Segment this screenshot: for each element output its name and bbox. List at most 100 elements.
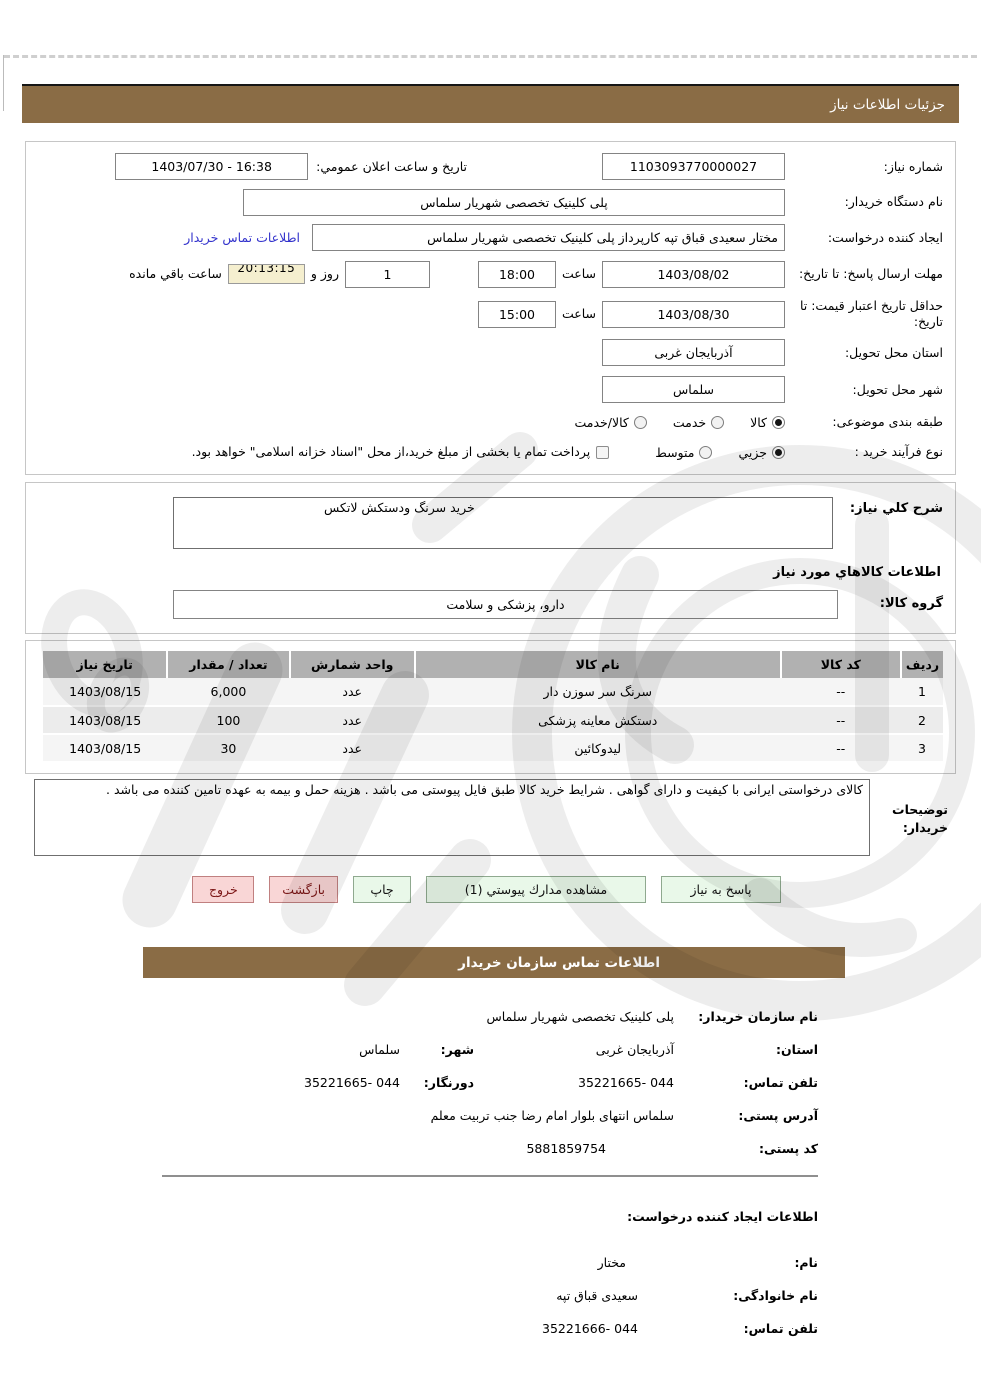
print-button[interactable]: چاپ (353, 876, 411, 903)
radio-service-label: خدمت (672, 414, 707, 430)
table-cell: 100 (167, 706, 290, 735)
process-type-label: نوع فرآیند خرید : (854, 444, 943, 460)
hours-remaining-label: ساعت باقي مانده (129, 266, 222, 282)
goods-group-input[interactable]: دارو، پزشکی و سلامت (173, 590, 838, 619)
org-name-label: نام سازمان خریدار: (698, 1009, 818, 1024)
table-cell: 3 (900, 734, 943, 763)
reply-deadline-date-input[interactable]: 1403/08/02 (602, 260, 785, 288)
buyer-contact-link[interactable]: اطلاعات تماس خریدار (184, 230, 300, 245)
price-validity-time-input[interactable]: 15:00 (477, 300, 556, 328)
table-cell: -- (780, 734, 901, 763)
org-postal-label: کد پستی: (758, 1141, 818, 1156)
table-cell: عدد (289, 678, 415, 707)
radio-service[interactable] (711, 415, 725, 429)
org-city-label: شهر: (440, 1042, 474, 1057)
buyer-org-input[interactable]: پلی کلینیک تخصصی شهریار سلماس (243, 188, 785, 216)
creator-last-name-value: سعیدی قباق تپه (556, 1288, 638, 1303)
buyer-notes-textarea[interactable]: کالای درخواستی ایرانی با کیفیت و دارای گ… (34, 779, 870, 856)
page-title-bar: جزئیات اطلاعات نیاز (22, 84, 959, 123)
goods-table-panel: ردیف کد کالا نام کالا واحد شمارش تعداد / مقد… (25, 640, 956, 774)
request-creator-label: ایجاد کننده درخواست: (827, 229, 943, 245)
table-cell: 1403/08/15 (43, 706, 168, 735)
org-phone-value: 35221665- 044 (578, 1075, 674, 1090)
reply-deadline-row: مهلت ارسال پاسخ: تا تاریخ: 1403/08/02 سا… (30, 254, 951, 294)
radio-goods-service[interactable] (633, 415, 647, 429)
price-validity-row: حداقل تاریخ اعتبار قیمت: تا تاریخ: 1403/… (30, 294, 951, 334)
buyer-contact-bar-title: اطلاعات تماس سازمان خریدار (458, 954, 660, 971)
buyer-org-label: نام دستگاه خریدار: (844, 194, 943, 210)
radio-minor[interactable] (772, 445, 785, 459)
org-city-value: سلماس (359, 1042, 400, 1057)
back-button[interactable]: بازگشت (269, 876, 338, 903)
need-number-input[interactable]: 1103093770000027 (602, 153, 785, 180)
column-header: ردیف (899, 651, 943, 678)
delivery-province-row: استان محل تحویل: آذربایجان غربی (30, 334, 951, 371)
column-header: تاریخ نیاز (43, 651, 168, 678)
delivery-city-input[interactable]: سلماس (602, 376, 785, 403)
process-type-row: نوع فرآیند خرید : جزيي متوسط پرداخت تمام… (30, 436, 951, 468)
column-header: واحد شمارش (288, 651, 415, 678)
reply-button[interactable]: پاسخ به نیاز (661, 876, 781, 903)
request-creator-input[interactable]: مختار سعیدی قباق تپه کارپرداز پلی کلینیک… (312, 224, 785, 251)
table-row: 2 -- دستکش معاینه پزشکی عدد 100 1403/08/15 (43, 706, 943, 735)
goods-info-heading: اطلاعات کالاهاي مورد نیاز (773, 565, 941, 580)
countdown-box: 20:13:15 (227, 264, 305, 284)
table-cell: -- (780, 706, 901, 735)
org-address-label: آدرس پستی: (738, 1108, 818, 1123)
radio-goods-service-label: کالا/خدمت (574, 414, 629, 430)
column-header: کد کالا (779, 651, 901, 678)
price-validity-date-input[interactable]: 1403/08/30 (602, 300, 785, 328)
table-row: 1 -- سرنگ سر سوزن دار عدد 6,000 1403/08/15 (43, 678, 943, 707)
price-validity-hour-label: ساعت (561, 306, 596, 322)
top-dashed-separator (4, 55, 977, 58)
action-buttons-row: پاسخ به نیاز مشاهده مدارك پیوستي (1) چاپ… (0, 876, 781, 903)
table-cell: 2 (900, 706, 943, 735)
org-address-value: سلماس انتهای بلوار امام رضا جنب تربیت مع… (430, 1108, 674, 1123)
radio-goods[interactable] (772, 415, 785, 429)
description-panel: شرح كلي نياز: خرید سرنگ ودستکش لاتکس اطل… (25, 482, 956, 634)
org-phone-row: تلفن تماس: 35221665- 044 دورنگار: 352216… (162, 1070, 818, 1095)
page-edge-line (3, 55, 4, 111)
view-attachments-button[interactable]: مشاهده مدارك پیوستي (1) (426, 876, 646, 903)
delivery-city-row: شهر محل تحویل: سلماس (30, 371, 951, 408)
table-cell: 1403/08/15 (43, 734, 168, 763)
creator-last-name-label: نام خانوادگی: (733, 1288, 818, 1303)
buyer-contact-bar: اطلاعات تماس سازمان خریدار (143, 947, 845, 978)
reply-deadline-label: مهلت ارسال پاسخ: تا تاریخ: (798, 266, 943, 282)
announce-datetime-label: تاریخ و ساعت اعلان عمومي: (316, 158, 467, 174)
reply-deadline-hour-label: ساعت (561, 266, 596, 282)
islamic-treasury-checkbox[interactable] (596, 445, 610, 459)
buyer-contact-section: نام سازمان خریدار: پلی کلینیک تخصصی شهری… (162, 1004, 818, 1341)
creator-last-name-row: نام خانوادگی: سعیدی قباق تپه (162, 1283, 818, 1308)
org-fax-value: 35221665- 044 (304, 1075, 400, 1090)
need-description-textarea[interactable]: خرید سرنگ ودستکش لاتکس (173, 497, 833, 549)
exit-button[interactable]: خروج (192, 876, 255, 903)
table-cell: لیدوکائین (414, 734, 781, 763)
column-header: تعداد / مقدار (166, 651, 290, 678)
delivery-province-label: استان محل تحویل: (844, 344, 943, 360)
remaining-days-input[interactable]: 1 (344, 260, 430, 288)
need-info-panel: شماره نیاز: 1103093770000027 تاریخ و ساع… (25, 141, 956, 475)
org-postal-row: کد پستی: 5881859754 (162, 1136, 818, 1161)
table-row: 3 -- لیدوکائین عدد 30 1403/08/15 (43, 734, 943, 763)
delivery-city-label: شهر محل تحویل: (852, 381, 943, 397)
org-phone-label: تلفن تماس: (743, 1075, 818, 1090)
countdown-value: 20:13:15 (237, 264, 296, 275)
table-cell: عدد (289, 734, 415, 763)
goods-group-row: گروه کالا: دارو، پزشکی و سلامت (30, 588, 951, 621)
org-name-value: پلی کلینیک تخصصی شهریار سلماس (486, 1009, 674, 1024)
table-cell: 30 (167, 734, 290, 763)
announce-datetime-input[interactable]: 1403/07/30 - 16:38 (115, 153, 309, 180)
classification-label: طبقه بندی موضوعی: (832, 414, 943, 430)
delivery-province-input[interactable]: آذربایجان غربی (602, 339, 785, 366)
radio-medium[interactable] (699, 445, 713, 459)
need-description-row: شرح كلي نياز: خرید سرنگ ودستکش لاتکس (30, 489, 951, 551)
reply-deadline-time-input[interactable]: 18:00 (477, 260, 556, 288)
days-and-label: روز و (310, 266, 339, 282)
buyer-notes-row: توضیحات خریدار: کالای درخواستی ایرانی با… (25, 779, 956, 856)
buyer-org-row: نام دستگاه خریدار: پلی کلینیک تخصصی شهری… (30, 183, 951, 221)
table-cell: دستکش معاینه پزشکی (414, 706, 781, 735)
org-province-value: آذربایجان غربی (595, 1042, 674, 1057)
request-creator-row: ایجاد کننده درخواست: مختار سعیدی قباق تپ… (30, 221, 951, 254)
need-number-label: شماره نیاز: (883, 158, 943, 174)
